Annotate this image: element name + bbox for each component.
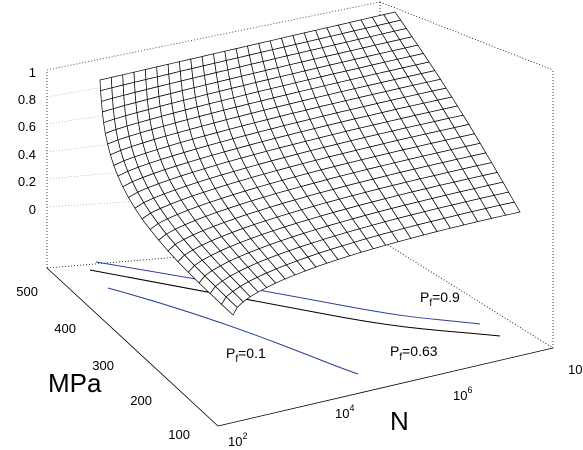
z-tick-label: 1 [29,65,36,80]
contour-labels: Pf=0.1 Pf=0.63 Pf=0.9 [226,289,460,365]
contour-label-pf-0.9: Pf=0.9 [420,289,460,309]
y-tick-label: 500 [16,284,38,299]
contour-line-pf-0.63 [89,269,501,337]
surface-mesh [99,11,521,316]
z-tick-label: 0 [29,202,36,217]
z-tick-label: 0.8 [18,92,36,107]
x-tick-label: 10 [568,362,582,377]
contour-label-pf-0.1: Pf=0.1 [226,345,266,365]
y-axis-label: MPa [48,368,102,398]
contour-label-pf-0.63: Pf=0.63 [390,343,438,363]
y-tick-label: 200 [130,393,152,408]
z-tick-label: 0.2 [18,174,36,189]
z-tick-label: 0.4 [18,147,36,162]
x-axis-label: N [390,406,409,436]
y-tick-label: 300 [92,358,114,373]
y-tick-label: 400 [54,321,76,336]
x-tick-label: 106 [453,385,472,403]
contour-line-pf-0.1 [107,287,359,375]
x-axis: 102 104 106 10 N [228,362,582,449]
x-tick-label: 104 [335,403,354,421]
z-axis: 0 0.2 0.4 0.6 0.8 1 [18,65,36,217]
z-tick-label: 0.6 [18,119,36,134]
contour-line-pf-0.9 [95,261,481,325]
x-tick-label: 102 [228,431,247,449]
y-tick-label: 100 [168,427,190,442]
surface-cell [499,201,521,216]
y-axis: 500 400 300 200 100 MPa [16,284,190,442]
contour-lines [89,261,501,375]
